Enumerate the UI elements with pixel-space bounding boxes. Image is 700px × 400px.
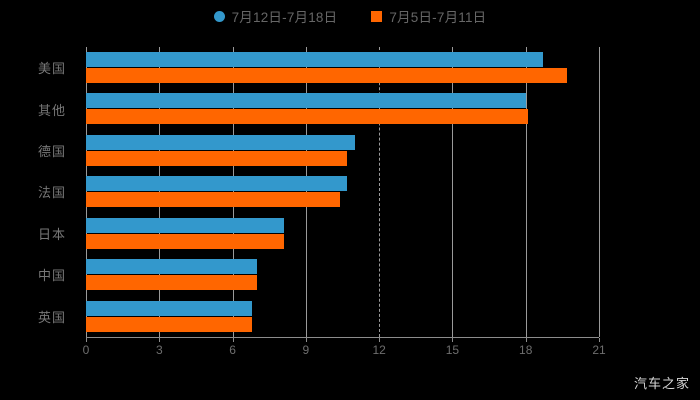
bar-row [86,296,599,337]
x-axis-tick-label: 21 [592,343,606,357]
x-axis-ticks: 0 3 6 9 12 15 18 21 [82,338,606,360]
legend-item-series-a[interactable]: 7月12日-7月18日 [213,6,338,26]
bar-series-a[interactable] [86,259,257,275]
gridline [599,47,600,337]
x-axis-tick [452,338,454,342]
bar-row [86,171,599,212]
bar-series-b[interactable] [86,109,529,125]
legend-label-series-b: 7月5日-7月11日 [389,10,487,25]
bar-row [86,88,599,129]
bar-rows [86,47,599,337]
bar-row [86,213,599,254]
bar-row [86,130,599,171]
y-axis-label: 日本 [37,226,66,242]
x-axis-tick [232,338,234,342]
bar-row [86,254,599,295]
x-axis-line [86,337,599,338]
bar-series-a[interactable] [86,176,348,192]
x-axis-tick [525,338,527,342]
bar-series-b[interactable] [86,192,341,208]
legend-square-icon [371,10,383,22]
x-axis-tick [379,338,381,342]
x-axis-tick-label: 9 [302,343,310,357]
bar-series-b[interactable] [86,150,348,166]
bar-series-b[interactable] [86,68,568,83]
y-axis-label: 英国 [37,309,66,325]
bar-series-a[interactable] [86,93,526,109]
plot-area [86,47,600,337]
y-axis-label: 中国 [37,268,66,284]
x-axis-tick-label: 6 [229,343,236,357]
gridline [525,47,527,337]
chart-legend: 7月12日-7月18日 7月5日-7月11日 [0,6,700,26]
legend-label-series-a: 7月12日-7月18日 [231,10,338,25]
bar-series-b[interactable] [86,275,257,291]
y-axis-label: 其他 [37,102,66,118]
x-axis-tick-label: 0 [82,343,90,357]
x-axis-tick [305,338,307,342]
gridline [159,47,161,337]
gridline [305,47,307,337]
bar-series-a[interactable] [86,134,355,150]
gridline [452,47,454,337]
y-axis-label: 法国 [37,185,66,201]
x-axis-tick [86,338,87,342]
bar-series-a[interactable] [86,300,253,316]
bar-series-a[interactable] [86,217,284,233]
x-axis-tick-label: 18 [519,343,533,357]
gridline [232,47,234,337]
legend-item-series-b[interactable]: 7月5日-7月11日 [371,6,486,26]
bar-series-a[interactable] [86,52,543,67]
x-axis-tick [599,338,600,342]
y-axis-category-labels: 美国其他德国法国日本中国英国 [0,47,78,337]
y-axis-label: 德国 [37,144,66,160]
bar-series-b[interactable] [86,233,284,249]
legend-circle-icon [213,10,225,22]
gridline [86,47,87,337]
x-axis-tick [159,338,161,342]
gridline [379,47,381,337]
x-axis-tick-label: 12 [372,343,386,357]
x-axis-tick-label: 3 [155,343,163,357]
bar-series-b[interactable] [86,316,253,332]
y-axis-label: 美国 [37,61,66,77]
x-axis-tick-label: 15 [445,343,460,357]
watermark: 汽车之家 [633,376,690,391]
bar-row [86,47,599,88]
